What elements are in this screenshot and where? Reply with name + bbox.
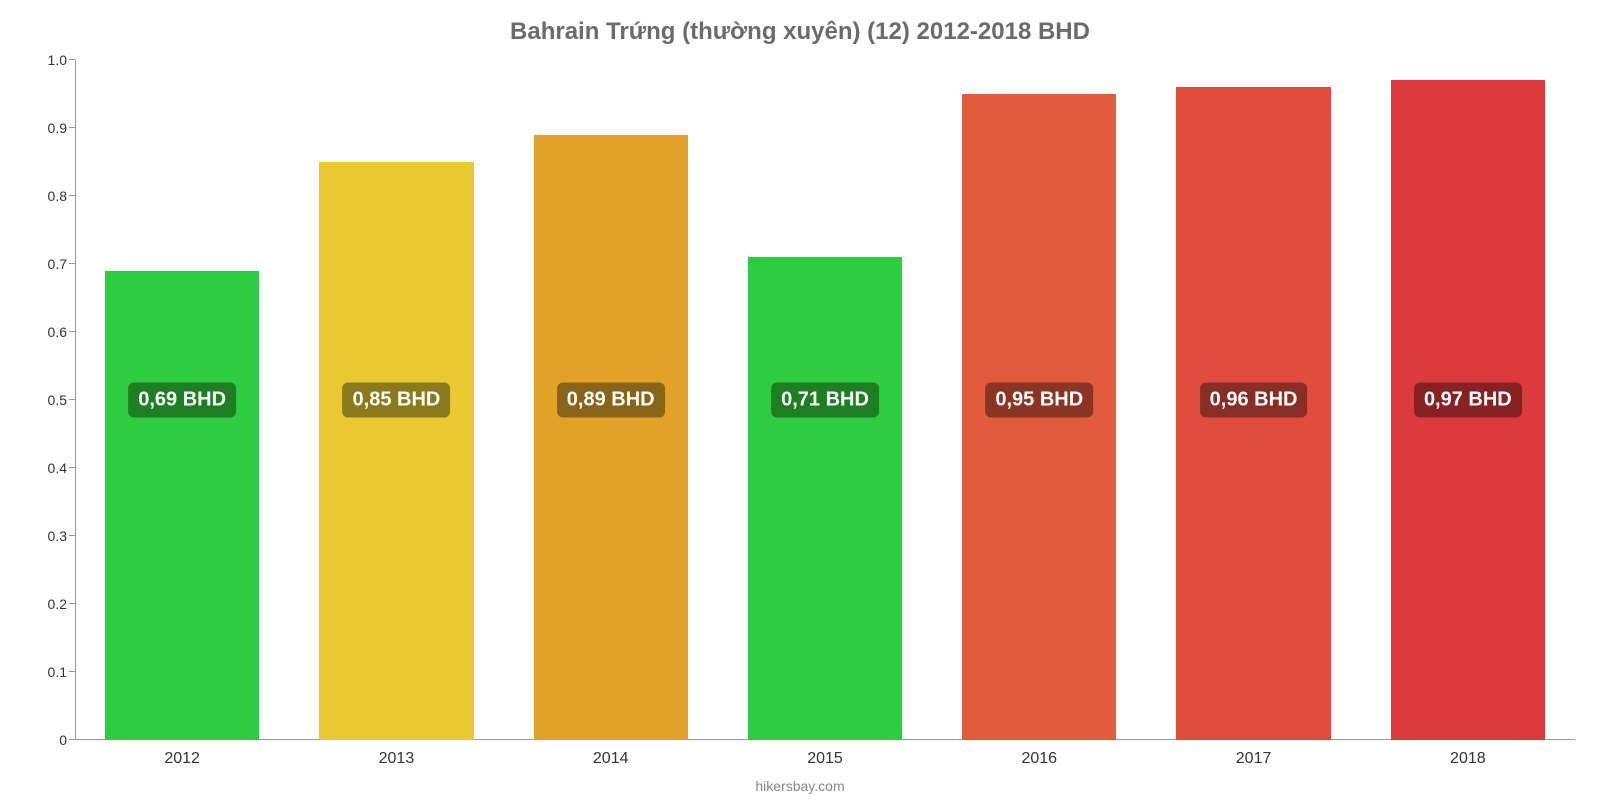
bar-value-label: 0,89 BHD: [557, 383, 665, 418]
x-tick-label: 2016: [1021, 740, 1057, 768]
y-tick-label: 0.5: [48, 392, 75, 408]
bar: [319, 162, 473, 740]
y-tick-label: 0.2: [48, 596, 75, 612]
y-axis-line: [75, 60, 76, 740]
x-tick-label: 2017: [1236, 740, 1272, 768]
y-tick-label: 0.6: [48, 324, 75, 340]
y-tick-label: 0.7: [48, 256, 75, 272]
x-tick-label: 2014: [593, 740, 629, 768]
bar: [105, 271, 259, 740]
x-tick-label: 2012: [164, 740, 200, 768]
bar: [748, 257, 902, 740]
y-tick-label: 0.4: [48, 460, 75, 476]
bar-value-label: 0,95 BHD: [985, 383, 1093, 418]
y-tick-label: 1.0: [48, 52, 75, 68]
y-tick-label: 0.8: [48, 188, 75, 204]
y-tick-label: 0: [59, 732, 75, 748]
y-tick-label: 0.9: [48, 120, 75, 136]
attribution-text: hikersbay.com: [0, 778, 1600, 794]
x-tick-label: 2015: [807, 740, 843, 768]
bar-value-label: 0,69 BHD: [128, 383, 236, 418]
y-tick-label: 0.1: [48, 664, 75, 680]
bar-chart: Bahrain Trứng (thường xuyên) (12) 2012-2…: [0, 0, 1600, 800]
x-tick-label: 2018: [1450, 740, 1486, 768]
bar-value-label: 0,85 BHD: [343, 383, 451, 418]
bar-value-label: 0,71 BHD: [771, 383, 879, 418]
bar: [534, 135, 688, 740]
bar-value-label: 0,97 BHD: [1414, 383, 1522, 418]
x-tick-label: 2013: [379, 740, 415, 768]
bar-value-label: 0,96 BHD: [1200, 383, 1308, 418]
chart-title: Bahrain Trứng (thường xuyên) (12) 2012-2…: [0, 18, 1600, 46]
y-tick-label: 0.3: [48, 528, 75, 544]
plot-area: 00.10.20.30.40.50.60.70.80.91.00,69 BHD2…: [75, 60, 1575, 740]
